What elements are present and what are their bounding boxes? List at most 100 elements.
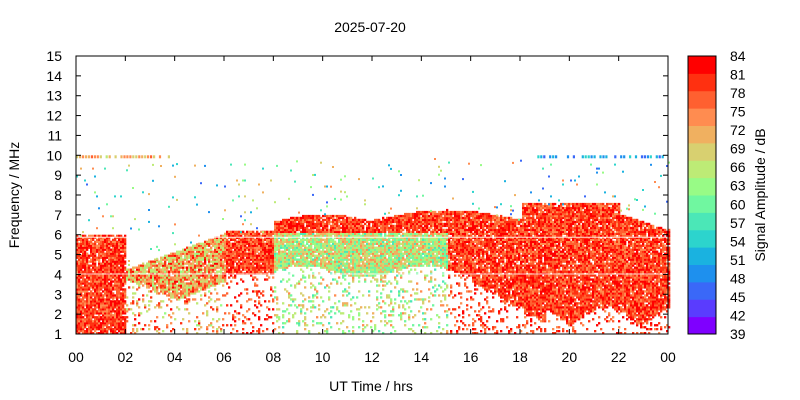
heatmap-cell xyxy=(94,290,97,293)
heatmap-cell xyxy=(120,332,123,335)
heatmap-cell xyxy=(312,234,315,237)
heatmap-cell xyxy=(390,262,393,265)
heatmap-cell xyxy=(210,252,213,255)
heatmap-cell xyxy=(388,320,391,323)
heatmap-cell xyxy=(164,286,167,289)
heatmap-cell xyxy=(398,218,401,222)
heatmap-cell xyxy=(210,250,213,253)
heatmap-cell xyxy=(78,296,81,299)
heatmap-cell xyxy=(104,246,107,249)
heatmap-cell xyxy=(170,288,173,291)
heatmap-cell xyxy=(360,226,363,230)
heatmap-cell xyxy=(324,260,327,263)
heatmap-cell xyxy=(226,260,229,263)
heatmap-cell xyxy=(338,250,341,253)
heatmap-cell xyxy=(240,238,243,241)
heatmap-cell xyxy=(398,306,401,309)
heatmap-cell xyxy=(98,260,101,263)
heatmap-cell xyxy=(224,258,227,261)
heatmap-cell xyxy=(312,218,315,222)
heatmap-cell xyxy=(208,270,211,273)
heatmap-cell xyxy=(224,242,227,245)
heatmap-cell xyxy=(304,250,307,253)
heatmap-cell xyxy=(310,230,313,233)
heatmap-cell xyxy=(306,254,309,257)
heatmap-cell xyxy=(98,328,101,331)
heatmap-cell xyxy=(316,250,319,253)
heatmap-cell xyxy=(168,258,171,261)
heatmap-cell xyxy=(112,262,115,265)
heatmap-cell xyxy=(376,252,379,255)
heatmap-cell xyxy=(98,332,101,335)
heatmap-cell xyxy=(172,284,175,287)
heatmap-cell xyxy=(132,300,135,303)
heatmap-cell xyxy=(384,248,387,251)
heatmap-cell xyxy=(346,254,349,257)
heatmap-cell xyxy=(290,238,293,241)
heatmap-cell xyxy=(110,300,113,303)
heatmap-cell xyxy=(176,298,179,301)
heatmap-cell xyxy=(266,328,269,331)
heatmap-cell xyxy=(388,260,391,263)
heatmap-cell xyxy=(90,244,93,247)
heatmap-cell xyxy=(346,302,349,305)
heatmap-cell xyxy=(346,234,349,237)
heatmap-cell xyxy=(116,250,119,253)
heatmap-cell xyxy=(398,238,401,241)
heatmap-cell xyxy=(170,258,173,261)
heatmap-cell xyxy=(274,296,277,299)
heatmap-cell xyxy=(174,280,177,283)
heatmap-cell xyxy=(218,254,221,257)
heatmap-cell xyxy=(254,232,257,235)
heatmap-cell xyxy=(384,284,387,287)
heatmap-cell xyxy=(228,252,231,255)
heatmap-cell xyxy=(94,244,97,247)
heatmap-cell xyxy=(158,286,161,289)
heatmap-cell xyxy=(326,248,329,251)
heatmap-cell xyxy=(228,268,231,271)
heatmap-cell xyxy=(82,288,85,291)
heatmap-cell xyxy=(404,308,407,311)
heatmap-cell xyxy=(104,270,107,273)
heatmap-cell xyxy=(376,256,379,259)
heatmap-cell xyxy=(204,260,207,263)
heatmap-cell xyxy=(226,304,229,307)
heatmap-cell xyxy=(122,290,125,293)
heatmap-cell xyxy=(178,266,181,269)
heatmap-cell xyxy=(206,276,209,279)
heatmap-cell xyxy=(260,324,263,327)
heatmap-cell xyxy=(274,224,277,228)
heatmap-cell xyxy=(264,270,267,273)
heatmap-cell xyxy=(312,300,315,303)
heatmap-cell xyxy=(366,252,369,255)
heatmap-cell xyxy=(92,298,95,301)
heatmap-cell xyxy=(94,330,97,333)
heatmap-cell xyxy=(348,242,351,245)
heatmap-cell xyxy=(284,288,287,291)
heatmap-cell xyxy=(118,300,121,303)
heatmap-cell xyxy=(228,250,231,253)
heatmap-cell xyxy=(86,258,89,261)
heatmap-cell xyxy=(154,286,157,289)
heatmap-cell xyxy=(338,264,341,267)
heatmap-cell xyxy=(276,262,279,265)
heatmap-cell xyxy=(236,282,239,285)
heatmap-cell xyxy=(96,250,99,253)
heatmap-cell xyxy=(264,250,267,253)
heatmap-cell xyxy=(318,308,321,311)
heatmap-cell xyxy=(340,260,343,263)
heatmap-cell xyxy=(154,290,157,293)
heatmap-cell xyxy=(176,252,179,255)
heatmap-cell xyxy=(352,268,355,271)
heatmap-cell xyxy=(308,250,311,253)
heatmap-cell xyxy=(84,290,87,293)
heatmap-cell xyxy=(222,324,225,327)
heatmap-cell xyxy=(140,278,143,281)
heatmap-cell xyxy=(166,278,169,281)
heatmap-cell xyxy=(94,276,97,279)
heatmap-cell xyxy=(316,316,319,319)
heatmap-cell xyxy=(78,300,81,303)
heatmap-cell xyxy=(254,240,257,243)
heatmap-cell xyxy=(276,224,279,228)
heatmap-cell xyxy=(164,288,167,291)
